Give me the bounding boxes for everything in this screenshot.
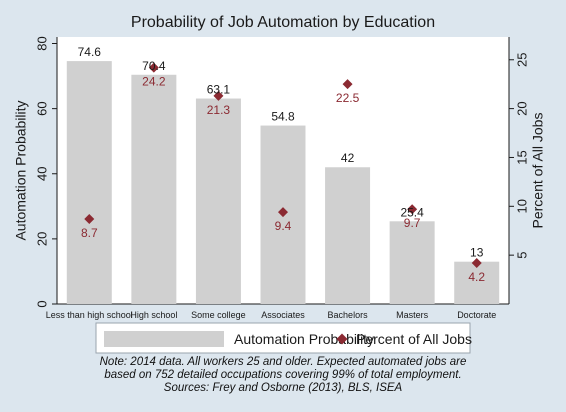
point-marker <box>471 257 482 268</box>
legend-swatch-diamond <box>336 333 348 345</box>
bar-value-label: 42 <box>341 151 355 165</box>
bar-value-label: 54.8 <box>271 110 295 124</box>
bar <box>66 61 112 304</box>
y2-axis-label: Percent of All Jobs <box>530 113 546 229</box>
legend-swatch-bar <box>104 331 224 347</box>
x-tick-label: Masters <box>396 310 429 320</box>
point-marker <box>278 207 288 218</box>
left-tick-label: 20 <box>34 232 49 246</box>
left-tick-label: 40 <box>34 167 49 181</box>
footnote-line-2: based on 752 detailed occupations coveri… <box>104 369 462 381</box>
point-value-label: 9.4 <box>275 219 292 233</box>
bar <box>195 98 241 304</box>
bars <box>66 61 500 305</box>
bar-value-label: 74.6 <box>78 45 102 59</box>
point-marker <box>342 79 353 90</box>
y-axis-label: Automation Probability <box>13 100 29 240</box>
point-value-label: 4.2 <box>468 270 485 284</box>
legend-label-bar: Automation Probability <box>234 331 374 347</box>
point-value-label: 22.5 <box>336 91 360 105</box>
point-value-label: 9.7 <box>404 216 421 230</box>
bar <box>389 221 435 304</box>
points <box>84 62 482 268</box>
point-marker <box>407 204 418 215</box>
right-tick-label: 20 <box>514 101 529 115</box>
x-tick-label: High school <box>130 310 177 320</box>
footnote-line-1: Note: 2014 data. All workers 25 and olde… <box>99 356 467 368</box>
point-marker <box>148 62 159 73</box>
left-tick-label: 60 <box>34 101 49 115</box>
point-marker <box>84 214 95 225</box>
x-tick-label: Bachelors <box>328 310 369 320</box>
right-tick-label: 15 <box>514 150 529 164</box>
point-value-label: 21.3 <box>207 103 231 117</box>
x-tick-label: Doctorate <box>457 310 496 320</box>
x-tick-label: Less than high school <box>46 310 133 320</box>
right-tick-label: 25 <box>514 53 529 67</box>
right-tick-label: 5 <box>514 252 529 259</box>
x-tick-label: Some college <box>191 310 246 320</box>
bar <box>454 261 500 304</box>
bar-value-label: 63.1 <box>207 83 231 97</box>
legend: Automation Probability Percent of All Jo… <box>95 322 472 354</box>
left-tick-label: 80 <box>34 36 49 50</box>
right-tick-label: 10 <box>514 199 529 213</box>
bar-value-label: 70.4 <box>142 59 166 73</box>
point-value-label: 8.7 <box>81 226 98 240</box>
bar-value-label: 25.4 <box>400 205 424 219</box>
bar-value-label: 13 <box>470 246 484 260</box>
footnote: Note: 2014 data. All workers 25 and olde… <box>0 356 566 395</box>
bar <box>325 167 371 304</box>
chart-title: Probability of Job Automation by Educati… <box>131 14 435 31</box>
axes: 0 20 40 60 80 5 10 15 20 25 Automation Probability… <box>13 36 546 320</box>
data-labels: 74.6 70.4 63.1 54.8 42 25.4 13 8.7 24.2 21.3 9.4 22… <box>78 45 486 284</box>
legend-label-points: Percent of All Jobs <box>356 331 472 347</box>
x-tick-label: Associates <box>261 310 305 320</box>
footnote-line-3: Sources: Frey and Osborne (2013), BLS, I… <box>163 382 403 394</box>
point-value-label: 24.2 <box>142 75 166 89</box>
point-marker <box>213 90 224 101</box>
left-tick-label: 0 <box>34 300 49 307</box>
bar <box>131 74 177 305</box>
